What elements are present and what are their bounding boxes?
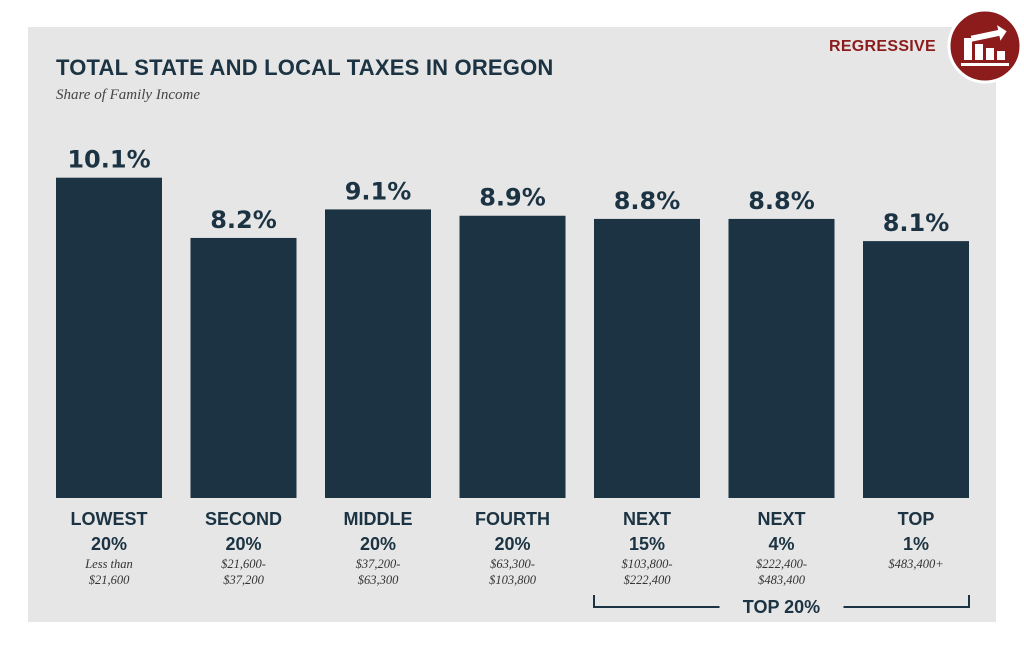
chart-title: TOTAL STATE AND LOCAL TAXES IN OREGON: [56, 55, 554, 80]
bar-value-label: 8.9%: [479, 184, 546, 212]
income-range-label: $63,300-: [490, 557, 535, 571]
category-label: FOURTH: [475, 509, 550, 529]
income-range-label: $63,300: [358, 573, 399, 587]
bar: [863, 241, 969, 498]
bracket-label: TOP 20%: [743, 597, 820, 617]
income-range-label: $222,400: [624, 573, 672, 587]
income-range-label: $222,400-: [756, 557, 807, 571]
income-range-label: Less than: [84, 557, 133, 571]
bracket-line-right: [843, 595, 970, 608]
regressive-chart-icon: [947, 8, 1023, 84]
category-label: LOWEST: [71, 509, 148, 529]
bracket-line-left: [593, 595, 720, 608]
category-label: MIDDLE: [344, 509, 413, 529]
income-range-label: $21,600: [89, 573, 130, 587]
income-range-label: $483,400: [758, 573, 806, 587]
bar: [594, 218, 700, 498]
income-range-label: $21,600-: [221, 557, 266, 571]
bar: [459, 215, 566, 498]
category-label: 20%: [360, 534, 396, 554]
bar-value-label: 8.8%: [748, 187, 815, 215]
bar-value-label: 10.1%: [67, 146, 150, 174]
bar-value-label: 9.1%: [345, 177, 412, 205]
bar-value-label: 8.1%: [883, 209, 950, 237]
category-label: TOP: [898, 509, 935, 529]
income-range-label: $37,200: [223, 573, 264, 587]
category-label: 15%: [629, 534, 665, 554]
category-label: 1%: [903, 534, 929, 554]
income-range-label: $103,800-: [621, 557, 672, 571]
bar: [56, 177, 162, 498]
income-range-label: $37,200-: [356, 557, 401, 571]
bar-value-label: 8.2%: [210, 206, 277, 234]
bar-value-label: 8.8%: [614, 187, 681, 215]
bar: [728, 218, 835, 498]
category-label: 20%: [225, 534, 261, 554]
category-label: NEXT: [623, 509, 671, 529]
category-label: 20%: [91, 534, 127, 554]
bar: [190, 237, 297, 498]
regressive-label: REGRESSIVE: [828, 38, 936, 55]
income-range-label: $103,800: [489, 573, 537, 587]
category-label: NEXT: [757, 509, 805, 529]
category-label: 20%: [494, 534, 530, 554]
bar: [325, 209, 431, 498]
income-range-label: $483,400+: [888, 557, 943, 571]
chart-subtitle: Share of Family Income: [56, 87, 200, 103]
category-label: 4%: [768, 534, 794, 554]
category-label: SECOND: [205, 509, 282, 529]
